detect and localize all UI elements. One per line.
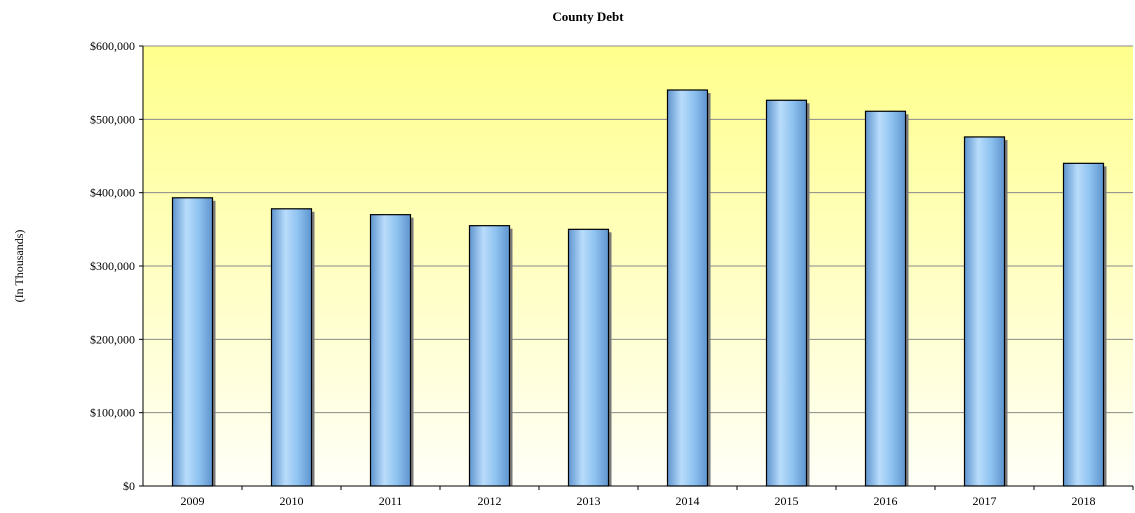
bar-2014: [666, 89, 709, 487]
y-tick-label: $0: [123, 479, 135, 493]
chart-title: County Debt: [552, 9, 624, 24]
x-tick-label: 2018: [1072, 494, 1096, 508]
x-tick-label: 2012: [478, 494, 502, 508]
x-axis-ticks: 2009 2010 2011 2012 2013 2014 2015 2016 2017 2018: [181, 486, 1134, 508]
bar-2009: [171, 197, 214, 487]
bar-2012: [468, 225, 511, 487]
y-tick-label: $400,000: [90, 186, 135, 200]
bars: [171, 89, 1107, 487]
x-tick-label: 2014: [676, 494, 700, 508]
bar-2015: [765, 99, 808, 487]
y-tick-label: $300,000: [90, 259, 135, 273]
x-tick-label: 2013: [577, 494, 601, 508]
y-axis-label: (In Thousands): [12, 230, 26, 303]
x-tick-label: 2009: [181, 494, 205, 508]
x-tick-label: 2010: [280, 494, 304, 508]
bar-2018: [1062, 162, 1105, 487]
y-tick-label: $200,000: [90, 332, 135, 346]
bar-2016: [864, 110, 907, 487]
bar-2011: [369, 214, 412, 487]
x-tick-label: 2011: [379, 494, 403, 508]
bar-2013: [567, 228, 610, 487]
y-tick-label: $100,000: [90, 406, 135, 420]
x-tick-label: 2017: [973, 494, 997, 508]
x-tick-label: 2015: [775, 494, 799, 508]
y-axis-ticks: $0 $100,000 $200,000 $300,000 $400,000 $500,0…: [90, 39, 143, 493]
bar-2010: [270, 208, 313, 487]
x-tick-label: 2016: [874, 494, 898, 508]
bar-2017: [963, 136, 1006, 487]
y-tick-label: $600,000: [90, 39, 135, 53]
y-tick-label: $500,000: [90, 112, 135, 126]
